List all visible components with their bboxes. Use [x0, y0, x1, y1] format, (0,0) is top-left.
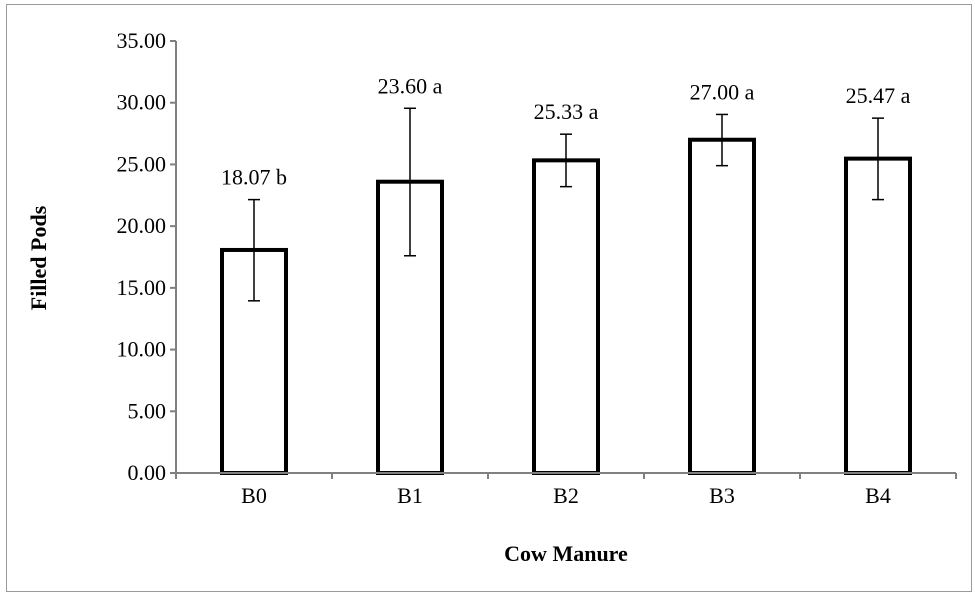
bars — [220, 137, 912, 476]
data-label: 25.33 a — [534, 99, 599, 124]
bar-b2 — [532, 158, 600, 475]
x-axis-ticks: B0 B1 B2 B3 B4 — [175, 473, 957, 508]
y-axis-ticks: 0.00 5.00 10.00 15.00 20.00 25.00 30.00 35.00 — [117, 28, 176, 485]
x-tick-label: B1 — [397, 483, 423, 508]
x-tick-label: B3 — [709, 483, 735, 508]
y-tick-label: 35.00 — [117, 28, 167, 53]
bar-b3 — [688, 137, 756, 475]
data-label: 27.00 a — [690, 79, 755, 104]
y-tick-label: 0.00 — [128, 460, 167, 485]
bar-b4 — [844, 156, 912, 475]
x-tick-label: B4 — [865, 483, 891, 508]
y-tick-label: 5.00 — [128, 398, 167, 423]
chart-frame — [6, 4, 972, 592]
data-label: 25.47 a — [846, 83, 911, 108]
y-axis-title: Filled Pods — [26, 205, 51, 310]
error-bars — [248, 107, 884, 302]
data-label: 18.07 b — [221, 165, 287, 190]
x-axis-title: Cow Manure — [504, 541, 628, 566]
y-tick-label: 20.00 — [117, 213, 167, 238]
data-labels: 18.07 b 23.60 a 25.33 a 27.00 a 25.47 a — [221, 73, 911, 189]
x-tick-label: B2 — [553, 483, 579, 508]
y-tick-label: 15.00 — [117, 275, 167, 300]
y-tick-label: 25.00 — [117, 151, 167, 176]
y-tick-label: 30.00 — [117, 90, 167, 115]
y-tick-label: 10.00 — [117, 337, 167, 362]
data-label: 23.60 a — [378, 73, 443, 98]
x-tick-label: B0 — [241, 483, 267, 508]
